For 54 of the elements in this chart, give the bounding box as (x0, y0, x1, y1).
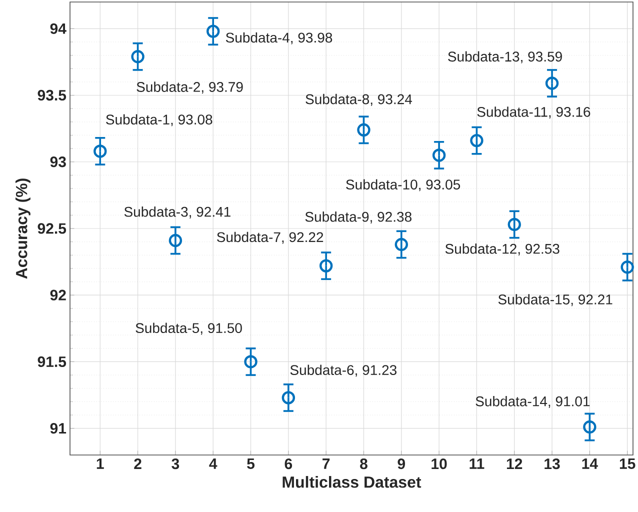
x-tick-label: 13 (544, 458, 560, 470)
x-tick-label: 1 (96, 458, 104, 469)
x-tick-label: 10 (432, 458, 447, 470)
annotation: Subdata-14, 91.01 (476, 396, 590, 408)
annotation: Subdata-1, 93.08 (106, 114, 212, 126)
x-tick-label: 8 (360, 458, 368, 470)
y-axis-title: Accuracy (%) (16, 178, 30, 279)
annotation: Subdata-7, 92.22 (217, 232, 324, 244)
annotation: Subdata-13, 93.59 (448, 51, 562, 64)
point (508, 218, 521, 232)
annotation: Subdata-11, 93.16 (477, 106, 590, 119)
point (319, 259, 333, 272)
annotation: Subdata-12, 92.53 (445, 244, 560, 256)
annotation: Subdata-8, 93.24 (306, 94, 412, 106)
annotation: Subdata-10, 93.05 (346, 179, 460, 192)
point (583, 420, 596, 434)
x-tick-label: 9 (398, 458, 406, 470)
y-tick-label: 92.5 (38, 223, 66, 234)
point (432, 148, 446, 162)
point (94, 144, 107, 158)
point (282, 391, 296, 404)
y-tick-label: 93 (50, 156, 66, 168)
x-tick-label: 11 (470, 458, 484, 469)
x-tick-label: 12 (506, 458, 522, 469)
x-tick-label: 15 (620, 458, 636, 469)
point (168, 234, 182, 248)
point (357, 123, 370, 136)
x-tick-label: 2 (134, 458, 142, 469)
y-tick-label: 93.5 (38, 90, 66, 101)
point (244, 355, 258, 368)
x-tick-label: 4 (209, 458, 218, 469)
point (545, 76, 559, 90)
annotation: Subdata-3, 92.41 (124, 206, 230, 218)
point (206, 24, 220, 38)
x-tick-label: 3 (172, 458, 180, 470)
annotation: Subdata-2, 93.79 (136, 82, 243, 94)
x-tick-label: 5 (247, 458, 255, 469)
point (620, 260, 634, 274)
annotation: Subdata-6, 91.23 (290, 364, 396, 377)
annotation: Subdata-5, 91.50 (136, 322, 242, 335)
y-tick-label: 94 (50, 23, 66, 34)
x-axis-title: Multiclass Dataset (282, 476, 422, 488)
point (131, 50, 144, 64)
annotation: Subdata-4, 93.98 (226, 32, 332, 44)
x-tick-label: 7 (322, 458, 330, 469)
x-tick-label: 14 (582, 458, 598, 469)
y-tick-label: 92 (50, 290, 66, 300)
annotation: Subdata-15, 92.21 (498, 294, 612, 306)
y-tick-label: 91 (50, 423, 66, 434)
annotation: Subdata-9, 92.38 (305, 212, 412, 224)
point (394, 238, 408, 252)
point (470, 134, 484, 148)
y-tick-label: 91.5 (38, 356, 66, 368)
x-tick-label: 6 (284, 458, 292, 470)
